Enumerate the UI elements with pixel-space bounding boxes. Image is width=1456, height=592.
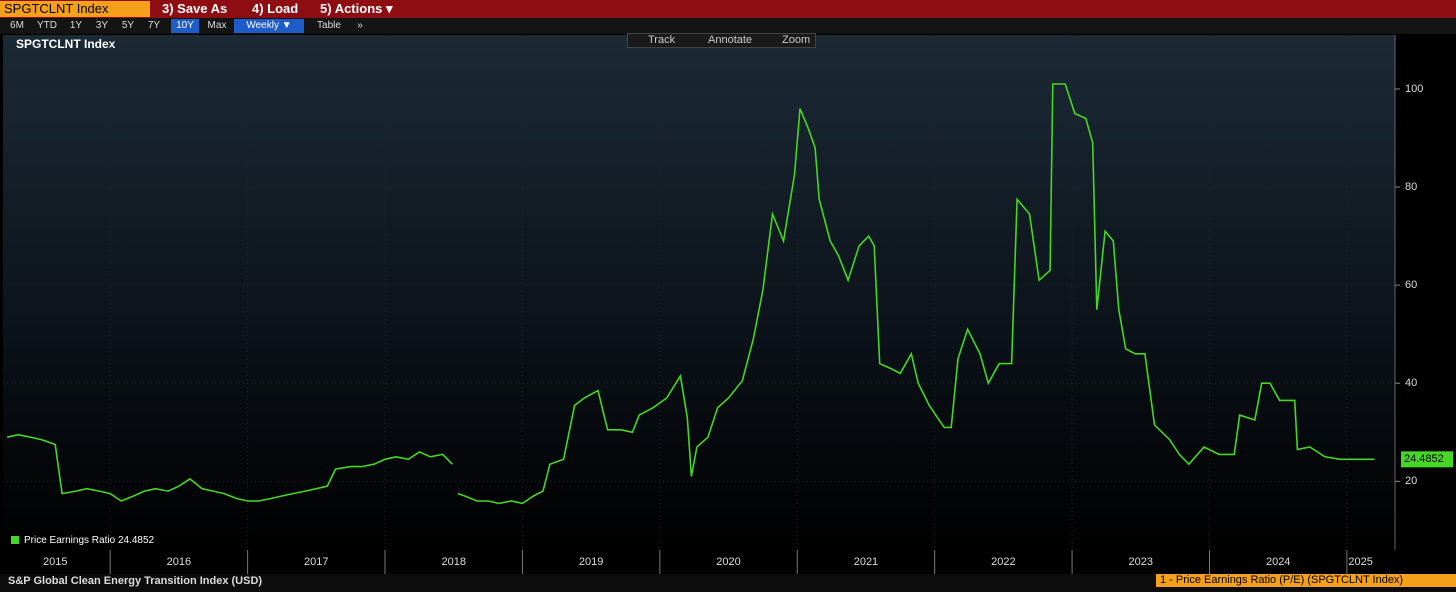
frequency-button[interactable]: Weekly ▼ [234,19,304,33]
menu-item[interactable]: 3) Save As [162,1,228,16]
security-field[interactable]: SPGTCLNT Index [0,1,150,17]
tool-button[interactable]: Track [648,34,676,46]
table-button[interactable]: Table [317,20,341,31]
y-tick-label: 100 [1405,83,1423,95]
x-tick-label: 2015 [43,556,67,568]
legend-swatch [11,536,19,544]
tool-button[interactable]: Zoom [782,34,811,46]
range-button[interactable]: 1Y [69,20,83,31]
x-tick-label: 2021 [854,556,878,568]
x-tick-label: 2022 [991,556,1015,568]
x-tick-label: 2019 [579,556,603,568]
range-button[interactable]: 3Y [95,20,109,31]
x-axis-panel [0,550,1456,574]
range-button[interactable]: YTD [37,20,57,31]
legend-name: Price Earnings Ratio [24,535,116,546]
tool-bar: Track Annotate Zoom [627,33,816,48]
range-button[interactable]: 7Y [147,20,161,31]
x-tick-label: 2024 [1266,556,1290,568]
footer-bar [0,574,1456,592]
legend-label: Price Earnings Ratio 24.4852 [24,535,155,546]
range-button[interactable]: Max [207,20,227,31]
x-tick-label: 2016 [167,556,191,568]
y-tick-label: 40 [1405,377,1417,389]
x-tick-label: 2020 [716,556,740,568]
legend-value: 24.4852 [118,535,155,546]
x-tick-label: 2018 [441,556,465,568]
y-tick-label: 60 [1405,279,1417,291]
menu-item[interactable]: 5) Actions ▾ [320,1,393,16]
x-tick-label: 2023 [1129,556,1153,568]
y-tick-label: 80 [1405,181,1417,193]
chart-title: SPGTCLNT Index [16,37,116,51]
x-tick-label: 2017 [304,556,328,568]
footer-series: 1 - Price Earnings Ratio (P/E) (SPGTCLNT… [1156,574,1456,587]
chart: SPGTCLNT Index 20 40 60 80 100 2015 2016 2017 20… [0,35,1456,574]
range-button[interactable]: 10Y [171,19,199,33]
plot-area [3,35,1395,550]
range-button[interactable]: 5Y [121,20,135,31]
last-value-badge [1401,451,1453,468]
more-button[interactable]: » [357,20,363,31]
menu-bar [0,0,1456,18]
axis-panel [1395,35,1456,550]
footer-title: S&P Global Clean Energy Transition Index… [8,575,263,587]
range-bar [0,18,1456,34]
y-tick-label: 20 [1405,475,1417,487]
menu-item[interactable]: 4) Load [252,1,299,16]
series-line [6,83,1375,505]
x-tick-label: 2025 [1348,556,1372,568]
range-button[interactable]: 6M [10,20,24,31]
tool-button[interactable]: Annotate [708,34,753,46]
last-value-label: 24.4852 [1404,453,1444,465]
